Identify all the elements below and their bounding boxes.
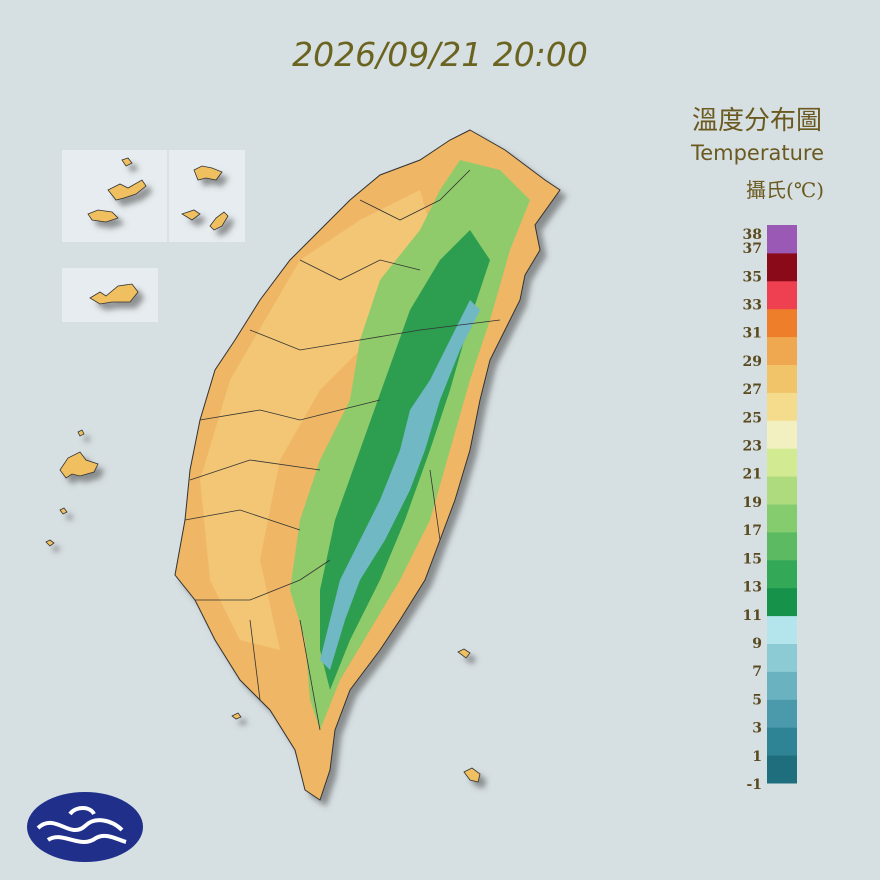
taiwan [174, 129, 561, 801]
legend-band [767, 559, 797, 589]
legend-band [767, 252, 797, 282]
legend-band [767, 225, 797, 254]
legend-tick-label: 15 [743, 551, 762, 567]
legend-subtitle: Temperature [690, 141, 824, 165]
legend-tick-label: 37 [743, 241, 762, 257]
legend-band [767, 476, 797, 505]
legend-band [767, 364, 797, 393]
legend-tick-label: 17 [743, 523, 762, 539]
legend-title: 溫度分布圖 [692, 106, 822, 136]
legend-tick-label: 38 [743, 227, 762, 243]
islands [45, 157, 481, 783]
legend-band [767, 727, 797, 756]
legend-tick-label: 35 [743, 269, 762, 285]
legend-band [767, 420, 797, 449]
legend-tick-label: 5 [752, 692, 762, 708]
legend-band [767, 643, 797, 672]
timestamp: 2026/09/21 20:00 [292, 35, 588, 74]
legend-tick-label: 21 [743, 467, 762, 483]
logo-swirl [36, 806, 127, 844]
legend-tick-label: 33 [743, 298, 762, 314]
legend-band [767, 587, 797, 617]
legend-tick-label: 19 [743, 495, 762, 511]
legend-band [767, 531, 797, 561]
legend-tick-label: -1 [746, 777, 762, 793]
legend-tick-label: 3 [752, 721, 762, 737]
legend-tick-label: 1 [752, 749, 762, 765]
legend-tick-label: 9 [752, 636, 762, 652]
legend-band [767, 308, 797, 338]
legend-tick-label: 13 [743, 580, 762, 596]
legend-tick-label: 29 [743, 354, 762, 370]
legend-band [767, 755, 797, 784]
legend: 溫度分布圖 Temperature 攝氏(℃) [690, 106, 824, 202]
legend-band [767, 280, 797, 310]
legend-tick-label: 27 [743, 382, 762, 398]
legend-tick-label: 23 [743, 439, 762, 455]
legend-band [767, 671, 797, 700]
legend-tick-label: 25 [743, 410, 762, 426]
legend-unit: 攝氏(℃) [746, 178, 824, 202]
legend-band [767, 336, 797, 365]
legend-tick-label: 31 [743, 326, 762, 342]
legend-tick-label: 11 [743, 608, 762, 624]
legend-band [767, 504, 797, 533]
legend-band [767, 615, 797, 644]
legend-band [767, 392, 797, 421]
legend-band [767, 699, 797, 728]
legend-tick-label: 7 [752, 664, 762, 680]
legend-band [767, 448, 797, 477]
